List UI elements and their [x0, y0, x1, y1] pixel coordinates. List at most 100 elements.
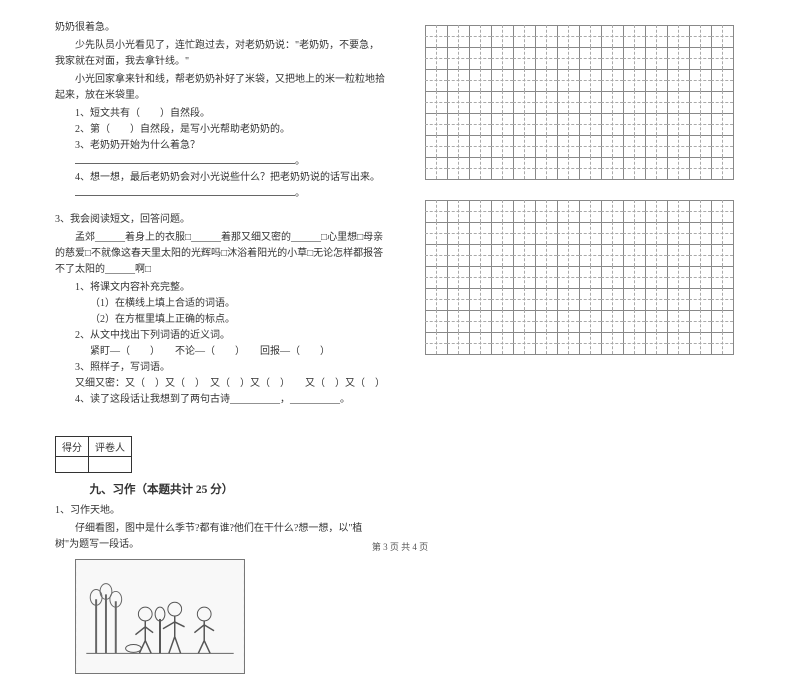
- grid-cell: [689, 25, 711, 47]
- grid-cell: [425, 288, 447, 310]
- grid-cell: [513, 135, 535, 157]
- grid-cell: [447, 310, 469, 332]
- answer-line-3: 。: [75, 154, 385, 170]
- grid-cell: [491, 157, 513, 179]
- grid-cell: [491, 25, 513, 47]
- grid-cell: [535, 113, 557, 135]
- grid-cell: [689, 332, 711, 354]
- grid-cell: [645, 200, 667, 222]
- grid-cell: [491, 69, 513, 91]
- grid-cell: [623, 69, 645, 91]
- grid-cell: [513, 157, 535, 179]
- grid-cell: [557, 91, 579, 113]
- grid-cell: [557, 135, 579, 157]
- grid-cell: [623, 288, 645, 310]
- grid-cell: [557, 288, 579, 310]
- grid-cell: [469, 157, 491, 179]
- grid-cell: [513, 332, 535, 354]
- grid-cell: [557, 266, 579, 288]
- grid-cell: [689, 244, 711, 266]
- score-label: 得分: [56, 437, 89, 457]
- s3-question-1b: （2）在方框里填上正确的标点。: [90, 312, 385, 328]
- grid-cell: [689, 113, 711, 135]
- grid-cell: [623, 200, 645, 222]
- grid-cell: [557, 25, 579, 47]
- grid-cell: [645, 222, 667, 244]
- grid-cell: [601, 200, 623, 222]
- grid-cell: [469, 25, 491, 47]
- grid-cell: [469, 135, 491, 157]
- grid-cell: [623, 47, 645, 69]
- grid-cell: [601, 47, 623, 69]
- grid-cell: [557, 47, 579, 69]
- grid-cell: [425, 157, 447, 179]
- grid-cell: [535, 222, 557, 244]
- grid-cell: [447, 244, 469, 266]
- grid-cell: [447, 332, 469, 354]
- right-column: [400, 0, 800, 565]
- s3-question-2: 2、从文中找出下列词语的近义词。: [75, 328, 385, 344]
- grid-cell: [667, 288, 689, 310]
- grid-cell: [469, 332, 491, 354]
- grid-cell: [645, 91, 667, 113]
- grid-cell: [557, 157, 579, 179]
- grid-cell: [667, 200, 689, 222]
- writing-1: 1、习作天地。: [55, 503, 385, 519]
- grid-cell: [535, 69, 557, 91]
- grid-cell: [711, 69, 733, 91]
- grid-cell: [425, 244, 447, 266]
- grid-cell: [513, 91, 535, 113]
- grid-cell: [579, 222, 601, 244]
- grid-cell: [601, 135, 623, 157]
- grid-cell: [645, 135, 667, 157]
- grid-cell: [447, 157, 469, 179]
- grid-cell: [711, 200, 733, 222]
- grid-cell: [623, 113, 645, 135]
- question-2: 2、第（ ）自然段，是写小光帮助老奶奶的。: [75, 122, 385, 138]
- grid-cell: [535, 310, 557, 332]
- grid-cell: [579, 266, 601, 288]
- section-3-body: 孟郊______着身上的衣服□______着那又细又密的______□心里想□母…: [55, 230, 385, 278]
- grid-cell: [447, 113, 469, 135]
- grid-cell: [425, 222, 447, 244]
- grid-cell: [711, 288, 733, 310]
- grid-cell: [711, 222, 733, 244]
- grid-cell: [491, 222, 513, 244]
- story-line-1: 奶奶很着急。: [55, 20, 385, 36]
- grid-cell: [689, 47, 711, 69]
- grid-cell: [469, 113, 491, 135]
- grid-cell: [469, 310, 491, 332]
- grid-cell: [425, 91, 447, 113]
- grid-cell: [601, 310, 623, 332]
- grid-cell: [645, 25, 667, 47]
- grid-cell: [667, 157, 689, 179]
- grid-cell: [579, 288, 601, 310]
- grid-cell: [711, 266, 733, 288]
- grid-cell: [513, 310, 535, 332]
- grid-cell: [645, 47, 667, 69]
- grid-cell: [711, 25, 733, 47]
- question-4: 4、想一想，最后老奶奶会对小光说些什么？把老奶奶说的话写出来。: [75, 170, 385, 186]
- left-column: 奶奶很着急。 少先队员小光看见了，连忙跑过去，对老奶奶说："老奶奶，不要急，我家…: [0, 0, 400, 565]
- grader-cell: [89, 457, 132, 473]
- grid-cell: [491, 288, 513, 310]
- grid-cell: [513, 266, 535, 288]
- grid-cell: [557, 310, 579, 332]
- grid-cell: [491, 266, 513, 288]
- grid-cell: [711, 113, 733, 135]
- grid-cell: [601, 222, 623, 244]
- grid-cell: [689, 69, 711, 91]
- tree-planting-icon: [76, 560, 244, 673]
- grid-cell: [491, 310, 513, 332]
- grid-cell: [491, 91, 513, 113]
- question-3: 3、老奶奶开始为什么着急？: [75, 138, 385, 154]
- question-1: 1、短文共有（ ）自然段。: [75, 106, 385, 122]
- grid-cell: [623, 244, 645, 266]
- grid-cell: [711, 157, 733, 179]
- grid-cell: [689, 310, 711, 332]
- grid-cell: [667, 113, 689, 135]
- grid-cell: [425, 310, 447, 332]
- grid-cell: [425, 69, 447, 91]
- grid-cell: [667, 244, 689, 266]
- grid-cell: [535, 288, 557, 310]
